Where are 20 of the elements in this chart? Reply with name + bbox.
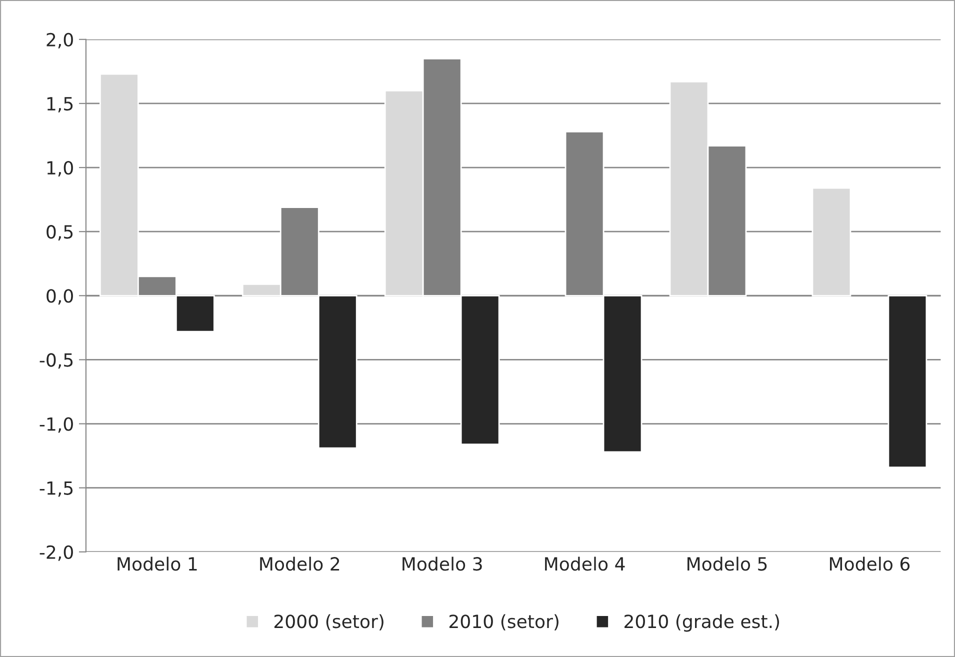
x-tick-label: Modelo 4	[545, 556, 625, 571]
y-tick-label: -1,5	[40, 482, 73, 497]
x-tick-label: Modelo 1	[118, 556, 197, 571]
y-tick-label: 1,0	[47, 160, 73, 176]
x-tick-label: Modelo 5	[688, 556, 767, 571]
bar	[888, 294, 928, 468]
legend-label: 2010 (grade est.)	[624, 614, 780, 632]
x-tick-label: Modelo 6	[830, 556, 910, 571]
y-tick-label: 0,0	[46, 289, 73, 305]
x-tick-label: Modelo 2	[260, 556, 340, 571]
legend-label: 2000 (setor)	[274, 614, 384, 630]
bar	[812, 187, 852, 296]
y-tick-label: -2,0	[40, 545, 73, 561]
y-tick-label: 2,0	[46, 32, 73, 48]
y-tick-label: -1,0	[40, 417, 73, 433]
y-tick-label: 1,5	[47, 97, 73, 112]
x-tick-label: Modelo 3	[402, 556, 482, 571]
y-tick-label: 0,5	[46, 225, 73, 241]
legend-label: 2010 (setor)	[449, 614, 558, 630]
y-tick-label: -0,5	[40, 353, 73, 369]
